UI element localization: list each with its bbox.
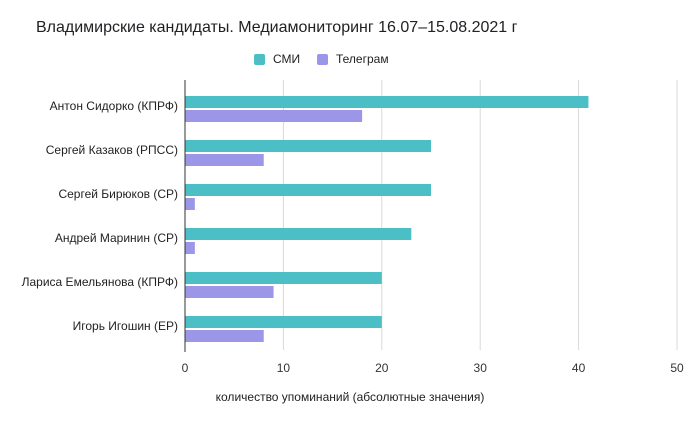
x-axis-title: количество упоминаний (абсолютные значен…	[215, 390, 485, 404]
bar-smi	[185, 140, 431, 152]
y-tick-label: Игорь Игошин (ЕР)	[73, 319, 178, 333]
x-tick-label: 50	[670, 361, 684, 375]
bar-telegram	[185, 154, 264, 166]
bar-telegram	[185, 286, 274, 298]
legend-item-telegram: Телеграм	[317, 52, 389, 66]
legend: СМИ Телеграм	[0, 52, 700, 70]
legend-item-smi: СМИ	[254, 52, 300, 66]
x-tick-label: 10	[277, 361, 291, 375]
bar-telegram	[185, 330, 264, 342]
x-tick-label: 0	[182, 361, 189, 375]
x-tick-label: 40	[572, 361, 586, 375]
y-tick-label: Андрей Маринин (СР)	[55, 231, 178, 245]
bar-smi	[185, 184, 431, 196]
x-tick-label: 20	[375, 361, 389, 375]
legend-label-telegram: Телеграм	[336, 52, 389, 66]
y-tick-label: Сергей Казаков (РПСС)	[46, 143, 178, 157]
legend-swatch-telegram	[317, 53, 328, 65]
y-tick-label: Антон Сидорко (КПРФ)	[50, 99, 178, 113]
bar-telegram	[185, 198, 195, 210]
bar-telegram	[185, 110, 363, 122]
chart-title: Владимирские кандидаты. Медиамониторинг …	[36, 19, 518, 36]
legend-label-smi: СМИ	[273, 52, 301, 66]
legend-swatch-smi	[254, 53, 265, 65]
x-tick-label: 30	[474, 361, 488, 375]
y-tick-label: Лариса Емельянова (КПРФ)	[22, 275, 178, 289]
bar-smi	[185, 316, 382, 328]
bar-smi	[185, 272, 382, 284]
bar-smi	[185, 96, 589, 108]
bar-telegram	[185, 242, 195, 254]
y-tick-label: Сергей Бирюков (СР)	[58, 187, 178, 201]
bar-smi	[185, 228, 412, 240]
